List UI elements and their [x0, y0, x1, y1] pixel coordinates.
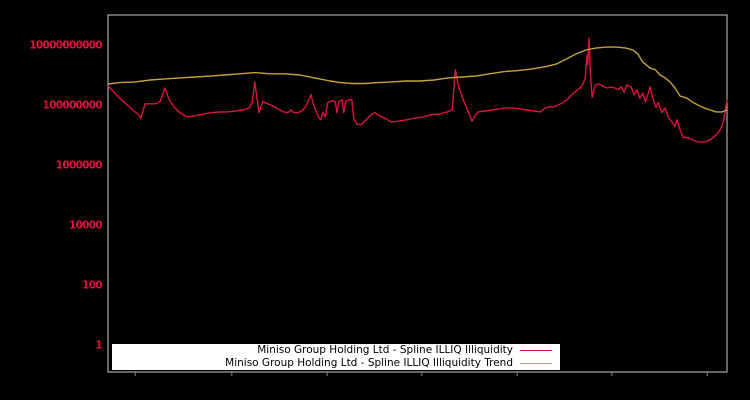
- legend-entry: Miniso Group Holding Ltd - Spline ILLIQ …: [112, 357, 560, 370]
- illiquidity-line: [107, 37, 728, 143]
- series-lines: [107, 37, 728, 143]
- y-axis-tick-labels: 10000000000 100000000 1000000 10000 100 1: [29, 40, 103, 352]
- legend-label: Miniso Group Holding Ltd - Spline ILLIQ …: [225, 357, 513, 369]
- legend-label: Miniso Group Holding Ltd - Spline ILLIQ …: [257, 344, 513, 356]
- legend-line-swatch: [520, 363, 552, 364]
- legend-line-swatch: [520, 350, 552, 351]
- y-tick-label: 1000000: [56, 160, 103, 172]
- y-tick-label: 100: [82, 280, 102, 292]
- legend: Miniso Group Holding Ltd - Spline ILLIQ …: [112, 344, 560, 370]
- y-tick-label: 10000000000: [29, 40, 102, 52]
- y-tick-label: 1: [95, 340, 102, 352]
- illiquidity-trend-line: [107, 46, 728, 113]
- y-tick-label: 10000: [69, 220, 102, 232]
- legend-entry: Miniso Group Holding Ltd - Spline ILLIQ …: [112, 344, 560, 357]
- y-tick-label: 100000000: [43, 100, 103, 112]
- plot-border: [107, 14, 728, 373]
- x-axis-ticks: [134, 372, 708, 376]
